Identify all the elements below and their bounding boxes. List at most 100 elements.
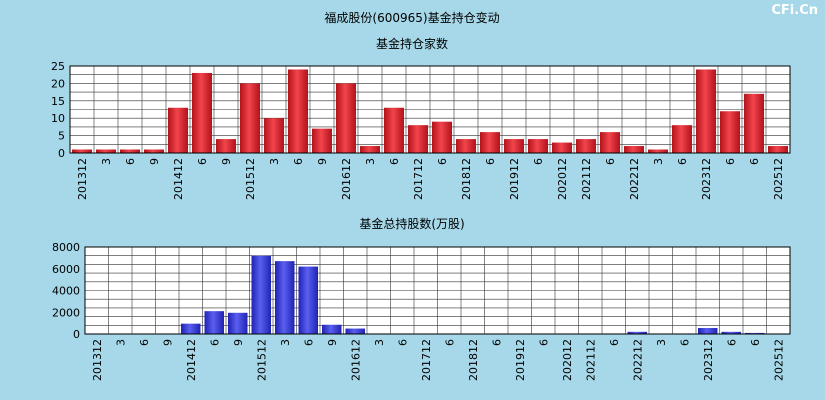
x-tick-label: 201712 — [412, 158, 425, 200]
chart-1-title: 基金持仓家数 — [376, 36, 448, 51]
bar-fund-count-29 — [768, 146, 788, 153]
x-tick-label: 6 — [676, 158, 689, 165]
bar-fund-shares-10 — [322, 324, 342, 334]
x-tick-label: 6 — [748, 158, 761, 165]
x-tick-label: 202112 — [584, 339, 597, 381]
bar-fund-count-4 — [168, 107, 188, 153]
x-tick-label: 6 — [292, 158, 305, 165]
y-tick-label: 10 — [51, 112, 65, 125]
x-tick-label: 3 — [114, 339, 127, 346]
x-tick-label: 201512 — [244, 158, 257, 200]
bar-fund-count-19 — [528, 139, 548, 153]
x-tick-label: 202312 — [700, 158, 713, 200]
bar-fund-count-11 — [336, 83, 356, 153]
bar-fund-count-8 — [264, 118, 284, 153]
y-tick-label: 5 — [58, 130, 65, 143]
y-tick-label: 15 — [51, 95, 65, 108]
plot-frame — [69, 65, 791, 154]
x-tick-label: 3 — [279, 339, 292, 346]
bar-fund-count-13 — [384, 107, 404, 153]
chart-fund-count: 0 5 10 15 20 25 201312 3 6 9 201412 6 9 201512 3 6 9 2016… — [51, 60, 791, 200]
bar-fund-count-10 — [312, 128, 332, 153]
x-tick-label: 201812 — [467, 339, 480, 381]
x-tick-label: 202312 — [702, 339, 715, 381]
bar-fund-count-18 — [504, 139, 524, 153]
x-tick-label: 6 — [490, 339, 503, 346]
bar-fund-count-7 — [240, 83, 260, 153]
bar-fund-count-1 — [96, 149, 116, 153]
bar-fund-count-21 — [576, 139, 596, 153]
bar-fund-count-25 — [672, 125, 692, 153]
bar-fund-count-24 — [648, 149, 668, 153]
bar-fund-count-15 — [432, 121, 452, 153]
x-tick-label: 202512 — [772, 158, 785, 200]
bar-fund-count-6 — [216, 139, 236, 153]
x-tick-label: 3 — [655, 339, 668, 346]
x-tick-label: 201312 — [91, 339, 104, 381]
x-tick-label: 9 — [232, 339, 245, 346]
x-tick-label: 3 — [364, 158, 377, 165]
x-tick-label: 9 — [220, 158, 233, 165]
bar-fund-shares-6 — [228, 312, 248, 334]
bar-fund-count-17 — [480, 132, 500, 153]
x-tick-label: 6 — [443, 339, 456, 346]
bar-fund-shares-27 — [721, 331, 741, 334]
bar-fund-shares-26 — [698, 328, 718, 334]
x-tick-label: 201712 — [420, 339, 433, 381]
x-tick-label: 201312 — [76, 158, 89, 200]
bar-fund-count-27 — [720, 111, 740, 153]
x-tick-label: 201812 — [460, 158, 473, 200]
x-tick-label: 6 — [396, 339, 409, 346]
x-tick-label: 3 — [652, 158, 665, 165]
chart-2-title: 基金总持股数(万股) — [359, 216, 464, 231]
x-tick-label: 6 — [124, 158, 137, 165]
x-tick-label: 6 — [138, 339, 151, 346]
x-tick-label: 201512 — [255, 339, 268, 381]
x-tick-label: 201912 — [514, 339, 527, 381]
y-tick-label: 0 — [73, 328, 80, 341]
x-tick-label: 6 — [724, 158, 737, 165]
bar-fund-count-28 — [744, 93, 764, 153]
bar-fund-count-2 — [120, 149, 140, 153]
bar-fund-shares-4 — [181, 323, 201, 334]
x-tick-label: 202012 — [556, 158, 569, 200]
bar-fund-count-22 — [600, 132, 620, 153]
y-tick-label: 0 — [58, 147, 65, 160]
x-tick-label: 202212 — [631, 339, 644, 381]
bar-fund-shares-23 — [627, 331, 647, 334]
x-tick-label: 3 — [100, 158, 113, 165]
bar-fund-count-26 — [696, 69, 716, 153]
x-tick-label: 6 — [608, 339, 621, 346]
x-tick-label: 9 — [316, 158, 329, 165]
bar-fund-shares-8 — [275, 261, 295, 334]
bar-fund-count-23 — [624, 146, 644, 153]
x-tick-label: 6 — [484, 158, 497, 165]
y-tick-label: 2000 — [52, 306, 80, 319]
bar-fund-count-20 — [552, 142, 572, 153]
bar-fund-count-12 — [360, 146, 380, 153]
x-tick-label: 6 — [537, 339, 550, 346]
x-tick-label: 3 — [268, 158, 281, 165]
x-tick-label: 6 — [749, 339, 762, 346]
x-tick-label: 6 — [388, 158, 401, 165]
watermark-logo: CFi.Cn — [771, 3, 818, 18]
x-tick-label: 201612 — [349, 339, 362, 381]
bar-fund-shares-28 — [745, 332, 765, 334]
x-tick-label: 9 — [161, 339, 174, 346]
bar-fund-count-9 — [288, 69, 308, 153]
x-tick-label: 9 — [326, 339, 339, 346]
bar-fund-shares-11 — [345, 328, 365, 334]
y-tick-label: 8000 — [52, 241, 80, 254]
bar-fund-count-0 — [72, 149, 92, 153]
bar-fund-shares-5 — [204, 311, 224, 334]
x-tick-label: 6 — [196, 158, 209, 165]
bar-fund-count-5 — [192, 72, 212, 153]
x-tick-label: 201412 — [185, 339, 198, 381]
y-tick-label: 6000 — [52, 263, 80, 276]
x-tick-label: 6 — [436, 158, 449, 165]
x-tick-label: 6 — [604, 158, 617, 165]
chart-fund-shares: 0 2000 4000 6000 8000 201312 3 6 9 201412 6 9 201512… — [52, 241, 791, 381]
x-tick-label: 202212 — [628, 158, 641, 200]
bar-fund-count-14 — [408, 125, 428, 153]
